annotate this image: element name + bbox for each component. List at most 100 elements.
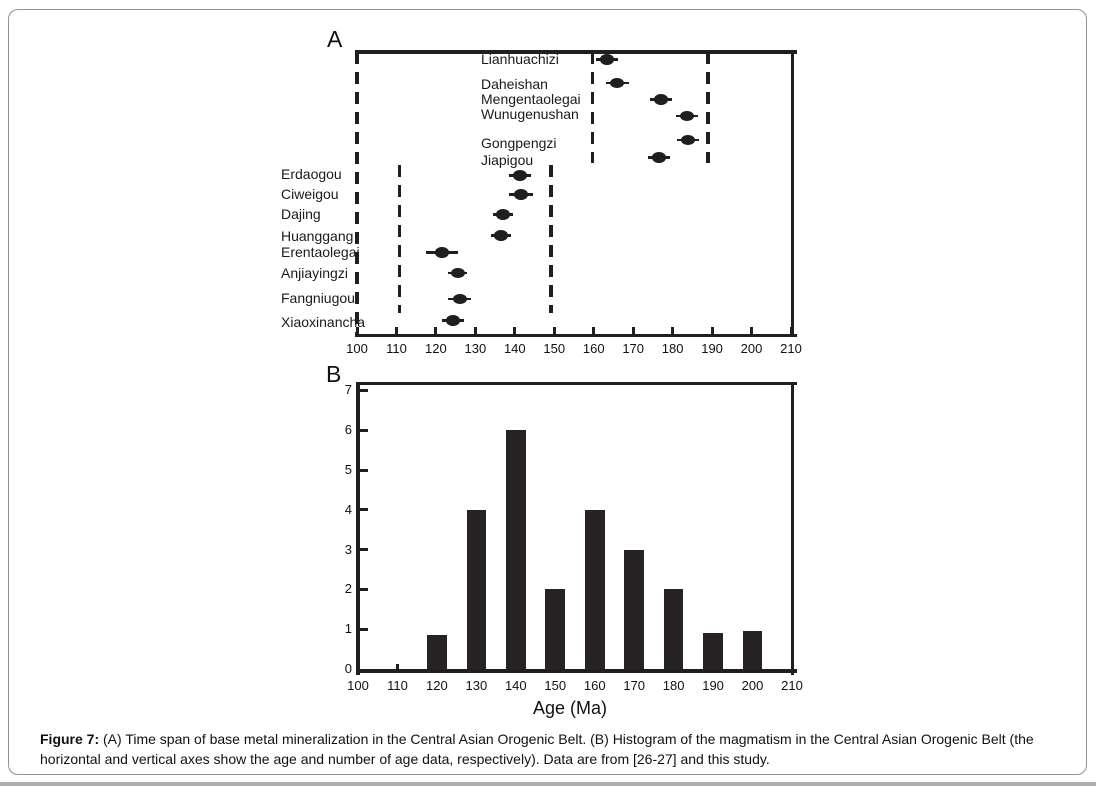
plot-a-tick — [710, 327, 714, 334]
data-point — [434, 247, 449, 258]
deposit-label: Gongpengzi — [481, 135, 557, 151]
plot-b-x-tick-label: 170 — [623, 678, 646, 693]
plot-b-y-tick — [360, 428, 368, 432]
deposit-label: Wunugenushan — [481, 105, 579, 122]
data-point — [450, 267, 465, 279]
plot-a-tick — [552, 327, 556, 334]
plot-b-x-tick-label: 180 — [662, 678, 685, 693]
panel-b-letter: B — [326, 361, 342, 387]
plot-b-x-tick-label: 130 — [465, 678, 488, 693]
plot-b-x-tick-label: 200 — [741, 678, 764, 693]
histogram-bar — [624, 549, 645, 669]
plot-a-tick — [592, 327, 596, 334]
data-point — [494, 230, 508, 241]
histogram-bar — [584, 509, 605, 669]
data-point — [495, 209, 510, 220]
plot-a-tick — [434, 327, 438, 334]
plot-b-y-tick — [360, 508, 368, 512]
plot-a-tick-label: 120 — [425, 341, 447, 356]
data-point — [513, 189, 528, 200]
plot-a-axis — [355, 334, 797, 337]
plot-b-frame-top — [356, 382, 797, 385]
plot-b-axis-left — [356, 382, 360, 675]
plot-b-y-tick-label: 1 — [344, 621, 352, 637]
histogram-bar — [466, 509, 487, 669]
plot-b-y-tick — [360, 468, 368, 472]
plot-a-tick-label: 110 — [386, 341, 407, 356]
plot-b-y-tick-label: 0 — [344, 661, 352, 676]
histogram-bar — [427, 635, 447, 669]
plot-a-tick-label: 210 — [780, 341, 802, 356]
plot-b-x-tick — [395, 663, 400, 669]
deposit-label: Daheishan — [481, 75, 548, 92]
deposit-label: Xiaoxinancha — [281, 313, 366, 330]
time-span-dashed-line — [590, 52, 595, 163]
plot-b-y-tick — [360, 388, 368, 392]
plot-b-y-tick — [360, 587, 368, 591]
deposit-label: Mengentaolegai — [481, 90, 581, 107]
data-point — [653, 94, 668, 105]
plot-b-y-tick — [360, 548, 368, 552]
plot-a-tick — [394, 327, 398, 334]
plot-a-tick-label: 140 — [503, 341, 526, 356]
plot-b-y-tick-label: 6 — [344, 422, 352, 438]
deposit-label: Anjiayingzi — [281, 264, 348, 281]
x-axis-title: Age (Ma) — [532, 698, 608, 718]
plot-a-tick-label: 130 — [464, 341, 487, 356]
data-point — [610, 77, 625, 89]
plot-b-x-tick-label: 140 — [504, 678, 527, 693]
plot-b-x-tick-label: 160 — [583, 678, 606, 693]
deposit-label: Lianhuachizi — [481, 51, 559, 67]
caption-label: Figure 7: — [40, 731, 100, 747]
plot-b-x-tick-label: 120 — [426, 678, 448, 693]
histogram-bar — [663, 589, 684, 669]
plot-a-tick — [789, 327, 793, 334]
caption-text: (A) Time span of base metal mineralizati… — [40, 731, 1034, 767]
data-point — [679, 110, 694, 122]
data-point — [452, 293, 467, 305]
plot-b-y-tick-label: 2 — [344, 581, 352, 597]
data-point — [512, 170, 527, 181]
figure-caption: Figure 7: (A) Time span of base metal mi… — [40, 729, 1054, 769]
plot-a-tick — [671, 327, 675, 334]
time-span-dashed-line — [549, 165, 553, 313]
plot-b-frame-right — [791, 382, 794, 675]
plot-a-tick — [750, 327, 754, 334]
plot-a-frame-top — [355, 50, 797, 54]
data-point — [599, 54, 614, 65]
deposit-label: Dajing — [281, 205, 321, 222]
deposit-label: Erentaolegai — [281, 243, 360, 260]
deposit-label: Huanggang — [281, 227, 354, 244]
deposit-label: Fangniugou — [281, 289, 355, 306]
plot-b-x-tick-label: 210 — [781, 678, 803, 693]
deposit-label: Ciweigou — [281, 186, 339, 202]
histogram-bar — [545, 589, 566, 669]
time-span-dashed-line — [355, 52, 359, 334]
plot-b-y-tick-label: 5 — [344, 462, 352, 477]
plot-b-y-tick-label: 3 — [344, 541, 352, 557]
histogram-bar — [505, 430, 526, 669]
deposit-label: Jiapigou — [481, 152, 534, 168]
plot-a-tick-label: 150 — [543, 341, 566, 356]
deposit-label: Erdaogou — [281, 165, 342, 182]
plot-a-frame-right — [790, 50, 794, 337]
plot-b-x-tick-label: 190 — [702, 678, 724, 693]
data-point — [445, 315, 460, 326]
plot-a-tick-label: 190 — [701, 341, 723, 356]
plot-a-tick-label: 100 — [346, 341, 368, 356]
plot-b-x-tick-label: 100 — [347, 678, 369, 693]
plot-a-tick — [513, 327, 517, 334]
time-span-dashed-line — [397, 165, 402, 313]
plot-a-tick — [631, 327, 635, 334]
histogram-bar — [703, 633, 723, 669]
plot-b-x-tick-label: 110 — [387, 678, 408, 693]
page-divider — [0, 782, 1096, 786]
plot-b-y-tick-label: 7 — [344, 382, 352, 398]
plot-b-axis-bottom — [356, 669, 797, 673]
data-point — [681, 134, 696, 146]
histogram-bar — [742, 631, 763, 669]
plot-b-y-tick-label: 4 — [344, 501, 352, 517]
plot-b-x-tick-label: 150 — [544, 678, 567, 693]
plot-a-tick-label: 180 — [661, 341, 684, 356]
